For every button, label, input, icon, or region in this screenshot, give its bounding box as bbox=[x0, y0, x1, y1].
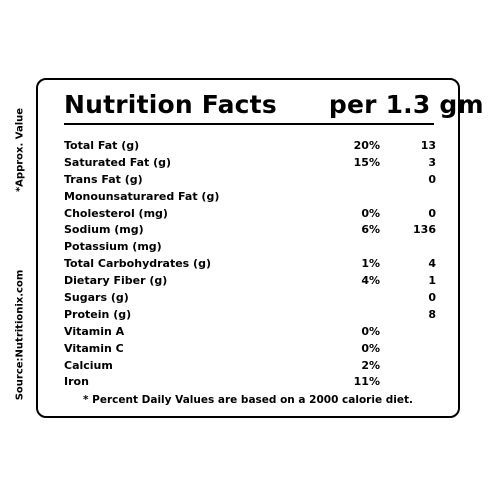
nutrient-percent: 0% bbox=[361, 341, 380, 355]
nutrient-name: Cholesterol (mg) bbox=[64, 206, 168, 220]
nutrient-name: Saturated Fat (g) bbox=[64, 155, 172, 169]
label-title: Nutrition Facts per 1.3 gm bbox=[64, 90, 484, 119]
nutrient-row: Vitamin A 0% bbox=[64, 324, 436, 341]
nutrient-row: Iron 11% bbox=[64, 374, 436, 391]
nutrient-name: Sugars (g) bbox=[64, 291, 129, 305]
nutrient-row: Saturated Fat (g) 15% 3 bbox=[64, 155, 436, 172]
nutrient-row: Total Carbohydrates (g) 1% 4 bbox=[64, 256, 436, 273]
nutrient-name: Calcium bbox=[64, 358, 113, 372]
nutrient-name: Monounsaturared Fat (g) bbox=[64, 189, 220, 203]
title-text: Nutrition Facts bbox=[64, 90, 277, 119]
nutrient-amount: 4 bbox=[428, 257, 436, 271]
nutrient-percent: 1% bbox=[361, 257, 380, 271]
nutrition-label: Nutrition Facts per 1.3 gm Total Fat (g) 2… bbox=[36, 78, 484, 418]
nutrient-row: Dietary Fiber (g) 4% 1 bbox=[64, 273, 436, 290]
nutrient-name: Trans Fat (g) bbox=[64, 172, 143, 186]
nutrient-amount: 0 bbox=[428, 206, 436, 220]
approx-value-note: *Approx. Value bbox=[14, 107, 26, 193]
nutrient-row: Protein (g) 8 bbox=[64, 307, 436, 324]
nutrient-row: Cholesterol (mg) 0% 0 bbox=[64, 206, 436, 223]
nutrient-percent: 15% bbox=[353, 155, 380, 169]
nutrient-amount: 13 bbox=[420, 139, 436, 152]
nutrient-amount: 8 bbox=[428, 307, 436, 321]
nutrient-row: Monounsaturared Fat (g) bbox=[64, 189, 436, 206]
source-note: Source:Nutritionix.com bbox=[14, 269, 26, 401]
nutrient-percent: 11% bbox=[353, 375, 380, 389]
nutrient-amount: 0 bbox=[428, 172, 436, 186]
title-underline bbox=[64, 123, 434, 125]
nutrient-amount: 3 bbox=[428, 155, 436, 169]
nutrient-list: Total Fat (g) 20% 13 Saturated Fat (g) 15% 3 T… bbox=[64, 138, 436, 391]
nutrient-amount: 136 bbox=[413, 223, 436, 237]
nutrient-amount: 0 bbox=[428, 291, 436, 305]
nutrient-row: Total Fat (g) 20% 13 bbox=[64, 138, 436, 155]
nutrient-name: Total Carbohydrates (g) bbox=[64, 257, 211, 271]
nutrient-row: Trans Fat (g) 0 bbox=[64, 172, 436, 189]
nutrient-row: Calcium 2% bbox=[64, 358, 436, 375]
nutrient-row: Vitamin C 0% bbox=[64, 341, 436, 358]
nutrient-name: Vitamin C bbox=[64, 341, 124, 355]
serving-size: per 1.3 gm bbox=[328, 90, 484, 119]
nutrient-row: Potassium (mg) bbox=[64, 239, 436, 256]
nutrient-percent: 20% bbox=[353, 139, 380, 152]
nutrient-percent: 0% bbox=[361, 206, 380, 220]
nutrient-name: Vitamin A bbox=[64, 324, 125, 338]
nutrient-amount: 1 bbox=[428, 274, 436, 288]
nutrient-name: Iron bbox=[64, 375, 89, 389]
nutrient-name: Protein (g) bbox=[64, 307, 132, 321]
nutrient-name: Total Fat (g) bbox=[64, 139, 140, 152]
nutrient-name: Sodium (mg) bbox=[64, 223, 144, 237]
nutrient-row: Sugars (g) 0 bbox=[64, 290, 436, 307]
nutrient-name: Potassium (mg) bbox=[64, 240, 162, 254]
nutrient-percent: 0% bbox=[361, 324, 380, 338]
nutrient-percent: 4% bbox=[361, 274, 380, 288]
daily-value-footnote: * Percent Daily Values are based on a 20… bbox=[83, 394, 413, 406]
nutrient-name: Dietary Fiber (g) bbox=[64, 274, 168, 288]
nutrient-row: Sodium (mg) 6% 136 bbox=[64, 222, 436, 239]
nutrient-percent: 2% bbox=[361, 358, 380, 372]
nutrient-percent: 6% bbox=[361, 223, 380, 237]
